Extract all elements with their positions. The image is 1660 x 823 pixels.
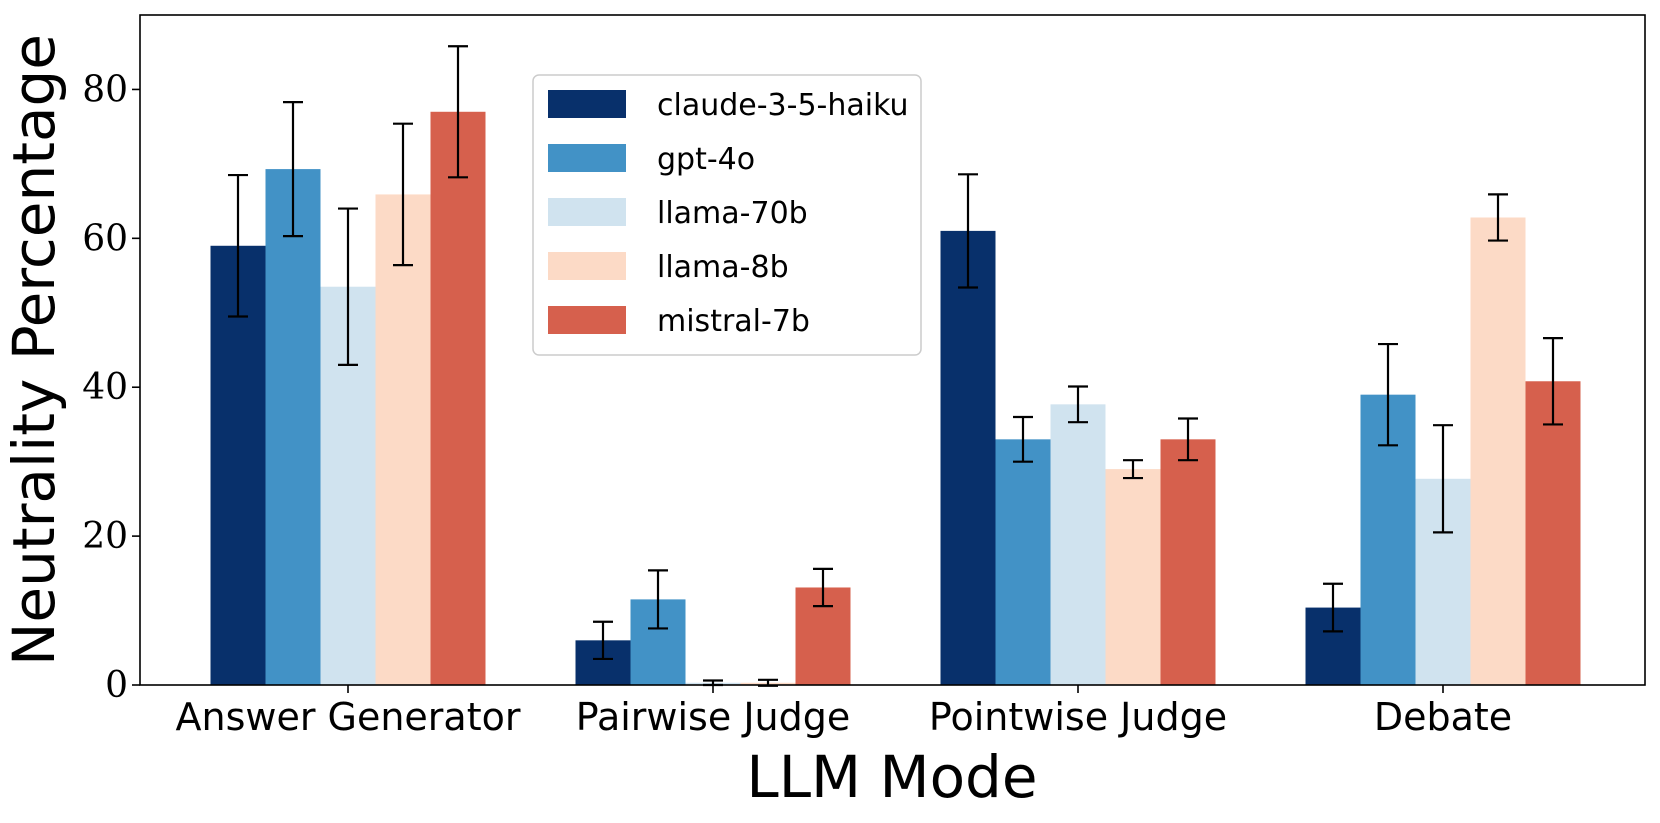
bar-llama-70b-pointwise-judge — [1050, 404, 1106, 685]
bar-claude-3-5-haiku-pointwise-judge — [940, 230, 996, 685]
y-axis-title: Neutrality Percentage — [0, 34, 68, 666]
error-bar-mistral-7b-answer-generator — [448, 45, 468, 179]
bar-llama-8b-answer-generator — [375, 194, 431, 685]
legend-swatch — [548, 198, 626, 226]
error-bar-gpt-4o-debate — [1378, 342, 1398, 447]
legend: claude-3-5-haiku gpt-4o llama-70b llama-8b m… — [532, 74, 922, 356]
y-axis: 0 20 40 60 80 — [82, 69, 140, 706]
y-tick-label: 20 — [82, 516, 128, 557]
bar-gpt-4o-answer-generator — [265, 169, 321, 686]
y-tick-label: 40 — [82, 367, 128, 408]
legend-label: gpt-4o — [657, 142, 755, 177]
bar-mistral-7b-pointwise-judge — [1160, 439, 1216, 685]
error-bar-claude-3-5-haiku-debate — [1323, 582, 1343, 633]
error-bar-claude-3-5-haiku-answer-generator — [228, 173, 248, 318]
error-bar-llama-8b-answer-generator — [393, 122, 413, 267]
bar-llama-8b-debate — [1470, 217, 1526, 685]
legend-item-mistral-7b: mistral-7b — [548, 304, 810, 339]
bar-mistral-7b-answer-generator — [430, 111, 486, 686]
x-tick-label-debate: Debate — [1374, 695, 1512, 739]
error-bar-gpt-4o-answer-generator — [283, 100, 303, 238]
y-tick-label: 60 — [82, 218, 128, 259]
error-bar-gpt-4o-pointwise-judge — [1013, 415, 1033, 463]
legend-item-llama-8b: llama-8b — [548, 250, 789, 285]
legend-label: llama-8b — [657, 250, 789, 285]
error-bar-mistral-7b-pointwise-judge — [1178, 417, 1198, 462]
error-bar-claude-3-5-haiku-pairwise-judge — [593, 620, 613, 661]
x-axis-title: LLM Mode — [746, 743, 1037, 811]
x-tick-label-pairwise-judge: Pairwise Judge — [576, 695, 850, 739]
bar-claude-3-5-haiku-answer-generator — [210, 245, 266, 685]
legend-label: llama-70b — [657, 196, 808, 231]
legend-item-llama-70b: llama-70b — [548, 196, 808, 231]
legend-item-gpt-4o: gpt-4o — [548, 142, 755, 177]
error-bar-gpt-4o-pairwise-judge — [648, 569, 668, 630]
error-bar-llama-70b-debate — [1433, 424, 1453, 534]
legend-item-claude-3-5-haiku: claude-3-5-haiku — [548, 88, 909, 123]
error-bar-mistral-7b-pairwise-judge — [813, 567, 833, 608]
error-bar-claude-3-5-haiku-pointwise-judge — [958, 173, 978, 289]
error-bar-llama-70b-pointwise-judge — [1068, 385, 1088, 424]
legend-label: mistral-7b — [657, 304, 810, 339]
legend-items: claude-3-5-haiku gpt-4o llama-70b llama-8b m… — [548, 88, 909, 339]
legend-swatch — [548, 144, 626, 172]
y-tick-label: 80 — [82, 69, 128, 110]
legend-swatch — [548, 306, 626, 334]
x-tick-label-pointwise-judge: Pointwise Judge — [929, 695, 1227, 739]
plot-frame — [139, 14, 1646, 686]
legend-swatch — [548, 90, 626, 118]
error-bar-llama-8b-debate — [1488, 193, 1508, 242]
bar-gpt-4o-pointwise-judge — [995, 439, 1051, 685]
legend-swatch — [548, 252, 626, 280]
x-axis: Answer Generator Pairwise Judge Pointwise … — [175, 685, 1512, 739]
legend-box — [532, 74, 922, 356]
bars-layer — [210, 111, 1581, 686]
bar-mistral-7b-debate — [1525, 381, 1581, 685]
x-tick-label-answer-generator: Answer Generator — [175, 695, 520, 739]
y-tick-label: 0 — [105, 665, 128, 706]
error-bar-mistral-7b-debate — [1543, 336, 1563, 426]
legend-label: claude-3-5-haiku — [657, 88, 909, 123]
bar-llama-8b-pointwise-judge — [1105, 469, 1161, 685]
error-bar-llama-70b-answer-generator — [338, 207, 358, 366]
error-bar-llama-8b-pointwise-judge — [1123, 459, 1143, 480]
